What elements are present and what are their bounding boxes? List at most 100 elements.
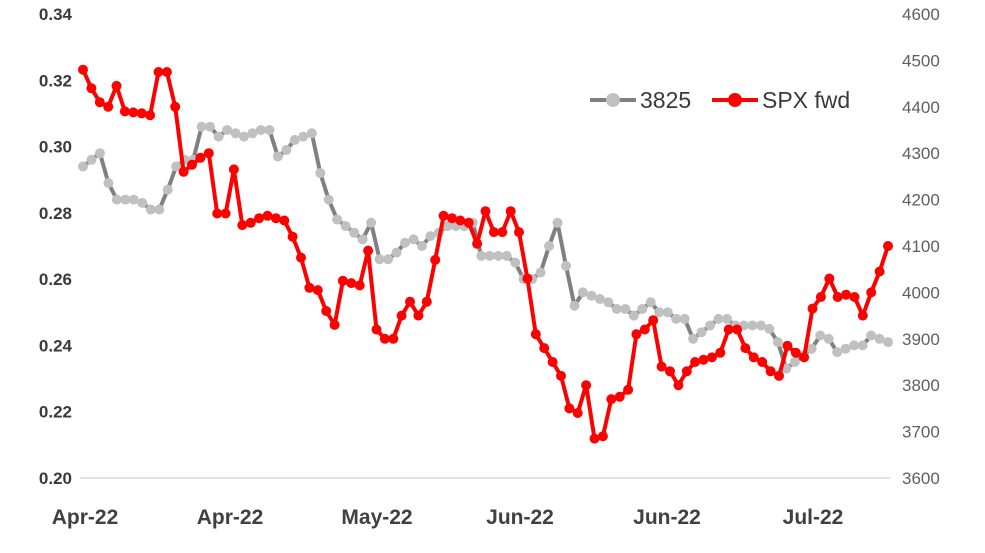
data-point xyxy=(544,241,555,251)
data-point xyxy=(772,337,783,348)
data-point xyxy=(463,217,474,228)
data-point xyxy=(645,297,656,308)
data-point xyxy=(681,366,692,377)
legend-swatch-marker xyxy=(606,93,620,107)
data-point xyxy=(631,329,642,340)
data-point xyxy=(349,227,360,238)
left-y-axis: 0.20 0.22 0.24 0.26 0.28 0.30 0.32 0.34 xyxy=(39,5,73,488)
data-point xyxy=(501,250,512,261)
data-point xyxy=(620,304,631,314)
data-point xyxy=(824,273,835,284)
data-point xyxy=(400,237,410,248)
data-point xyxy=(522,273,533,284)
data-point xyxy=(757,357,768,367)
data-point xyxy=(379,333,390,344)
data-point xyxy=(237,220,248,231)
data-point xyxy=(145,110,156,121)
data-point xyxy=(171,161,182,172)
data-point xyxy=(849,340,860,351)
data-point xyxy=(111,80,122,91)
data-point xyxy=(128,194,139,205)
data-point xyxy=(832,347,843,358)
left-tick-label: 0.30 xyxy=(39,138,72,157)
right-tick-label: 3900 xyxy=(902,330,940,349)
data-point xyxy=(247,128,258,139)
data-point xyxy=(866,330,877,341)
data-point xyxy=(637,304,648,314)
data-point xyxy=(806,343,817,354)
data-point xyxy=(747,320,758,331)
data-point xyxy=(111,194,122,205)
data-point xyxy=(603,297,614,308)
legend-swatch-marker xyxy=(728,93,742,107)
data-point xyxy=(281,144,292,155)
data-point xyxy=(497,227,508,238)
data-point xyxy=(840,343,851,354)
data-point xyxy=(654,307,665,318)
data-point xyxy=(332,214,343,225)
data-point xyxy=(329,319,340,330)
data-point xyxy=(128,107,139,118)
data-point xyxy=(594,294,605,304)
data-point xyxy=(270,213,281,224)
data-point xyxy=(170,101,181,112)
right-tick-label: 3600 xyxy=(902,469,940,488)
data-point xyxy=(815,330,826,341)
data-point xyxy=(656,361,667,372)
data-point xyxy=(874,333,885,344)
data-point xyxy=(340,221,351,232)
data-point xyxy=(586,290,597,301)
data-point xyxy=(639,324,650,335)
data-point xyxy=(264,125,275,135)
legend-label: SPX fwd xyxy=(762,87,850,113)
x-axis: Apr-22 Apr-22 May-22 Jun-22 Jun-22 Jul-22 xyxy=(52,506,844,529)
data-point xyxy=(476,250,487,261)
data-point xyxy=(722,313,732,324)
data-point xyxy=(230,128,241,139)
data-point xyxy=(153,67,164,77)
data-point xyxy=(740,343,751,354)
data-point xyxy=(832,292,843,302)
data-point xyxy=(405,296,415,307)
data-point xyxy=(857,310,868,321)
data-point xyxy=(883,241,893,251)
data-point xyxy=(569,300,580,311)
left-tick-label: 0.26 xyxy=(39,270,72,289)
data-point xyxy=(321,306,332,316)
data-point xyxy=(577,287,588,298)
data-point xyxy=(572,408,583,418)
data-point xyxy=(279,215,290,226)
right-y-axis: 3600 3700 3800 3900 4000 4100 4200 4300 4400 4500… xyxy=(902,5,940,488)
data-point xyxy=(438,210,449,221)
data-point xyxy=(823,333,834,344)
data-point xyxy=(220,208,231,219)
data-point xyxy=(245,217,256,228)
data-point xyxy=(136,108,147,119)
data-point xyxy=(205,121,216,132)
data-point xyxy=(442,221,453,232)
data-point xyxy=(371,324,382,335)
data-point xyxy=(874,266,885,277)
data-point xyxy=(421,296,432,307)
data-point xyxy=(272,151,283,162)
left-tick-label: 0.28 xyxy=(39,204,72,223)
data-point xyxy=(137,197,148,208)
data-point xyxy=(162,184,173,195)
data-point xyxy=(304,282,315,293)
data-point xyxy=(614,391,625,402)
data-point xyxy=(337,275,348,286)
data-point xyxy=(841,289,852,300)
data-point xyxy=(611,304,622,314)
data-point xyxy=(789,357,800,367)
x-tick-label: Apr-22 xyxy=(197,506,264,529)
left-tick-label: 0.20 xyxy=(39,469,72,488)
data-point xyxy=(849,292,860,302)
data-point xyxy=(539,343,550,354)
data-point xyxy=(323,194,334,205)
data-point xyxy=(145,204,156,215)
data-point xyxy=(857,340,868,351)
x-tick-label: May-22 xyxy=(341,506,412,529)
data-point xyxy=(94,97,105,108)
data-point xyxy=(755,320,766,331)
data-point xyxy=(480,206,491,217)
